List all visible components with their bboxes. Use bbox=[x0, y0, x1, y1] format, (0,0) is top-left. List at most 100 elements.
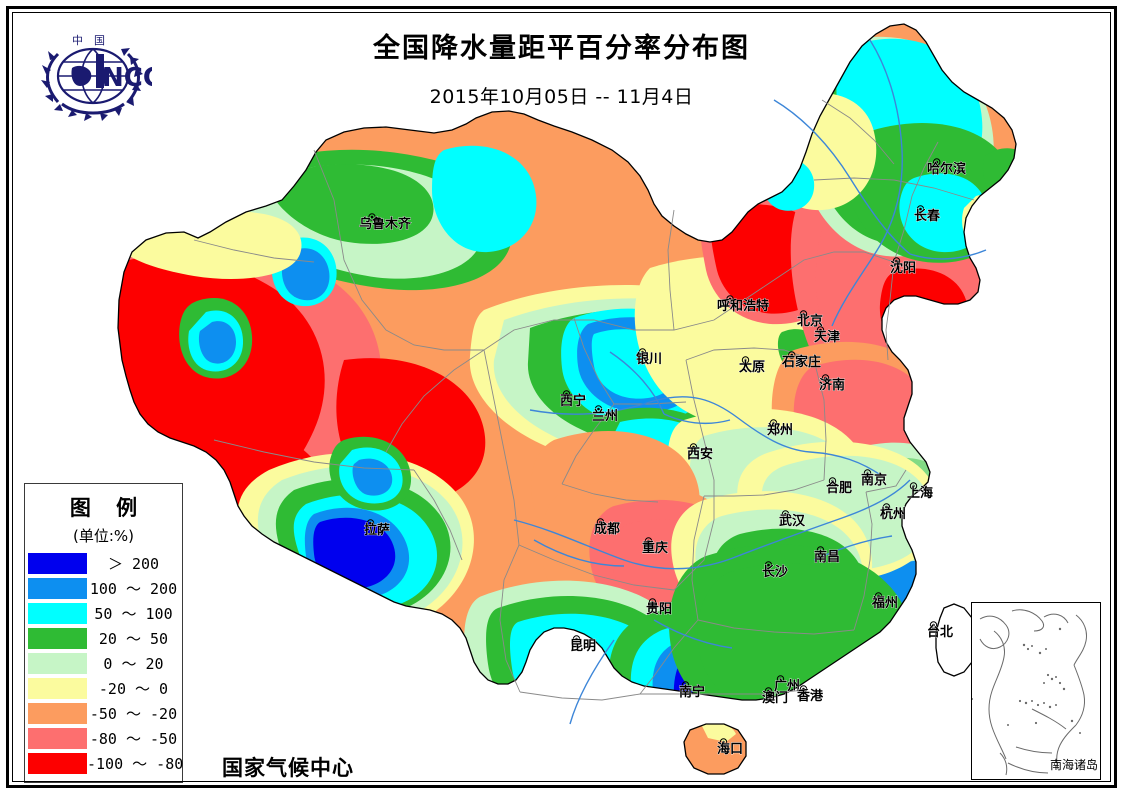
city-label: 呼和浩特 bbox=[717, 298, 769, 314]
city-marker: 南昌 bbox=[814, 546, 840, 565]
city-label: 长春 bbox=[914, 208, 941, 224]
legend-label: -80 ～ -50 bbox=[89, 730, 178, 748]
city-dot-center-icon bbox=[819, 328, 822, 332]
city-dot-center-icon bbox=[831, 479, 834, 483]
city-marker: 广州 bbox=[774, 675, 800, 694]
city-label: 西安 bbox=[687, 446, 713, 462]
province-boundaries bbox=[193, 99, 975, 701]
city-dot-center-icon bbox=[802, 312, 805, 316]
legend-row: 100 ～ 200 bbox=[25, 576, 182, 601]
city-dot-icon bbox=[816, 546, 825, 554]
rivers bbox=[513, 39, 987, 725]
legend-swatch bbox=[28, 678, 87, 699]
legend-row: ＞ 200 bbox=[25, 551, 182, 576]
city-label: 长沙 bbox=[762, 564, 788, 580]
legend-swatch bbox=[28, 578, 87, 599]
city-label: 重庆 bbox=[642, 540, 668, 556]
city-dot-center-icon bbox=[565, 392, 568, 396]
city-dot-icon bbox=[764, 687, 773, 695]
city-dot-center-icon bbox=[647, 539, 650, 543]
logo-continent bbox=[71, 65, 92, 86]
city-dot-icon bbox=[916, 205, 925, 213]
map-canvas[interactable]: 乌鲁木齐 哈尔滨 长春 沈阳 呼和浩特 北京 天津 银川 太原 石家庄 济南 西宁 兰州 郑州 西安 合肥 南京… bbox=[14, 0, 1109, 794]
legend-panel: 图 例 (单位:%) ＞ 200 100 ～ 200 50 ～ 100 20 ～ 50… bbox=[24, 483, 183, 783]
city-dot-icon bbox=[366, 519, 375, 527]
city-dot-icon bbox=[648, 598, 657, 606]
city-dot-center-icon bbox=[784, 512, 787, 516]
city-marker: 西安 bbox=[687, 443, 713, 462]
legend-label: -20 ～ 0 bbox=[98, 680, 169, 698]
city-dot-center-icon bbox=[597, 407, 600, 411]
legend-title: 图 例 bbox=[69, 496, 147, 520]
legend-label: 100 ～ 200 bbox=[89, 580, 178, 598]
city-dot-icon bbox=[933, 158, 941, 166]
city-dot-center-icon bbox=[824, 376, 827, 380]
logo-pillar bbox=[96, 54, 104, 88]
city-label: 兰州 bbox=[592, 408, 618, 424]
city-dot-icon bbox=[368, 213, 376, 221]
city-marker: 澳门 bbox=[762, 687, 788, 706]
city-label: 台北 bbox=[927, 624, 953, 640]
city-dot-icon bbox=[874, 592, 883, 600]
city-marker: 长沙 bbox=[762, 561, 788, 580]
legend-row: -50 ～ -20 bbox=[25, 701, 182, 726]
city-marker: 成都 bbox=[594, 518, 620, 537]
city-marker: 郑州 bbox=[767, 419, 793, 438]
inset-island-dots bbox=[971, 627, 1081, 734]
city-dot-icon bbox=[689, 443, 698, 451]
city-label: 香港 bbox=[796, 688, 824, 704]
city-dot-center-icon bbox=[895, 259, 898, 263]
legend-label: ＞ 200 bbox=[107, 555, 160, 573]
city-marker: 兰州 bbox=[592, 405, 618, 424]
legend-label: 20 ～ 50 bbox=[98, 630, 169, 648]
city-marker: 济南 bbox=[819, 374, 845, 393]
city-marker: 贵阳 bbox=[646, 598, 672, 617]
city-marker: 乌鲁木齐 bbox=[359, 213, 412, 232]
city-dot-center-icon bbox=[651, 600, 654, 604]
city-marker: 南宁 bbox=[679, 681, 705, 700]
city-label: 上海 bbox=[907, 485, 933, 501]
south-china-sea-inset[interactable]: 南海诸岛 bbox=[971, 602, 1101, 780]
city-label: 西宁 bbox=[560, 393, 586, 409]
city-marker: 合肥 bbox=[826, 477, 852, 496]
city-dot-icon bbox=[892, 257, 901, 265]
city-label: 南宁 bbox=[679, 684, 705, 700]
china-ncc-logo: NCC 中国 bbox=[34, 24, 162, 124]
city-dot-icon bbox=[929, 621, 938, 629]
legend-label: -100 ～ -80 bbox=[87, 755, 184, 773]
city-dot-center-icon bbox=[779, 677, 782, 681]
city-dot-icon bbox=[828, 477, 837, 485]
city-dot-center-icon bbox=[575, 637, 578, 641]
city-dot-center-icon bbox=[790, 353, 794, 357]
city-dot-center-icon bbox=[641, 350, 644, 354]
city-label: 贵阳 bbox=[646, 601, 672, 617]
city-dot-icon bbox=[596, 518, 605, 526]
city-dot-center-icon bbox=[912, 484, 915, 488]
city-marker: 台北 bbox=[927, 621, 953, 640]
city-label: 合肥 bbox=[826, 480, 852, 496]
city-label: 武汉 bbox=[779, 513, 806, 529]
city-label: 济南 bbox=[819, 377, 845, 393]
city-dot-icon bbox=[816, 326, 825, 334]
city-marker: 拉萨 bbox=[364, 519, 390, 538]
legend-row: 50 ～ 100 bbox=[25, 601, 182, 626]
city-dot-icon bbox=[799, 310, 808, 318]
city-dot-icon bbox=[741, 356, 750, 364]
city-label: 沈阳 bbox=[890, 260, 916, 276]
city-dot-icon bbox=[719, 738, 728, 746]
city-dot-icon bbox=[781, 510, 790, 518]
city-marker: 南京 bbox=[861, 469, 887, 488]
legend-row: -20 ～ 0 bbox=[25, 676, 182, 701]
city-marker: 长春 bbox=[914, 205, 941, 224]
city-marker: 西宁 bbox=[560, 390, 586, 409]
legend-label: -50 ～ -20 bbox=[89, 705, 178, 723]
city-dot-center-icon bbox=[684, 683, 687, 687]
city-dot-icon bbox=[788, 351, 796, 359]
city-dot-icon bbox=[572, 635, 581, 643]
city-label: 杭州 bbox=[880, 506, 906, 522]
city-label: 乌鲁木齐 bbox=[359, 216, 412, 232]
city-dot-icon bbox=[776, 675, 785, 683]
city-dot-center-icon bbox=[772, 421, 775, 425]
legend-label: 50 ～ 100 bbox=[94, 605, 173, 623]
city-dot-center-icon bbox=[728, 297, 732, 301]
